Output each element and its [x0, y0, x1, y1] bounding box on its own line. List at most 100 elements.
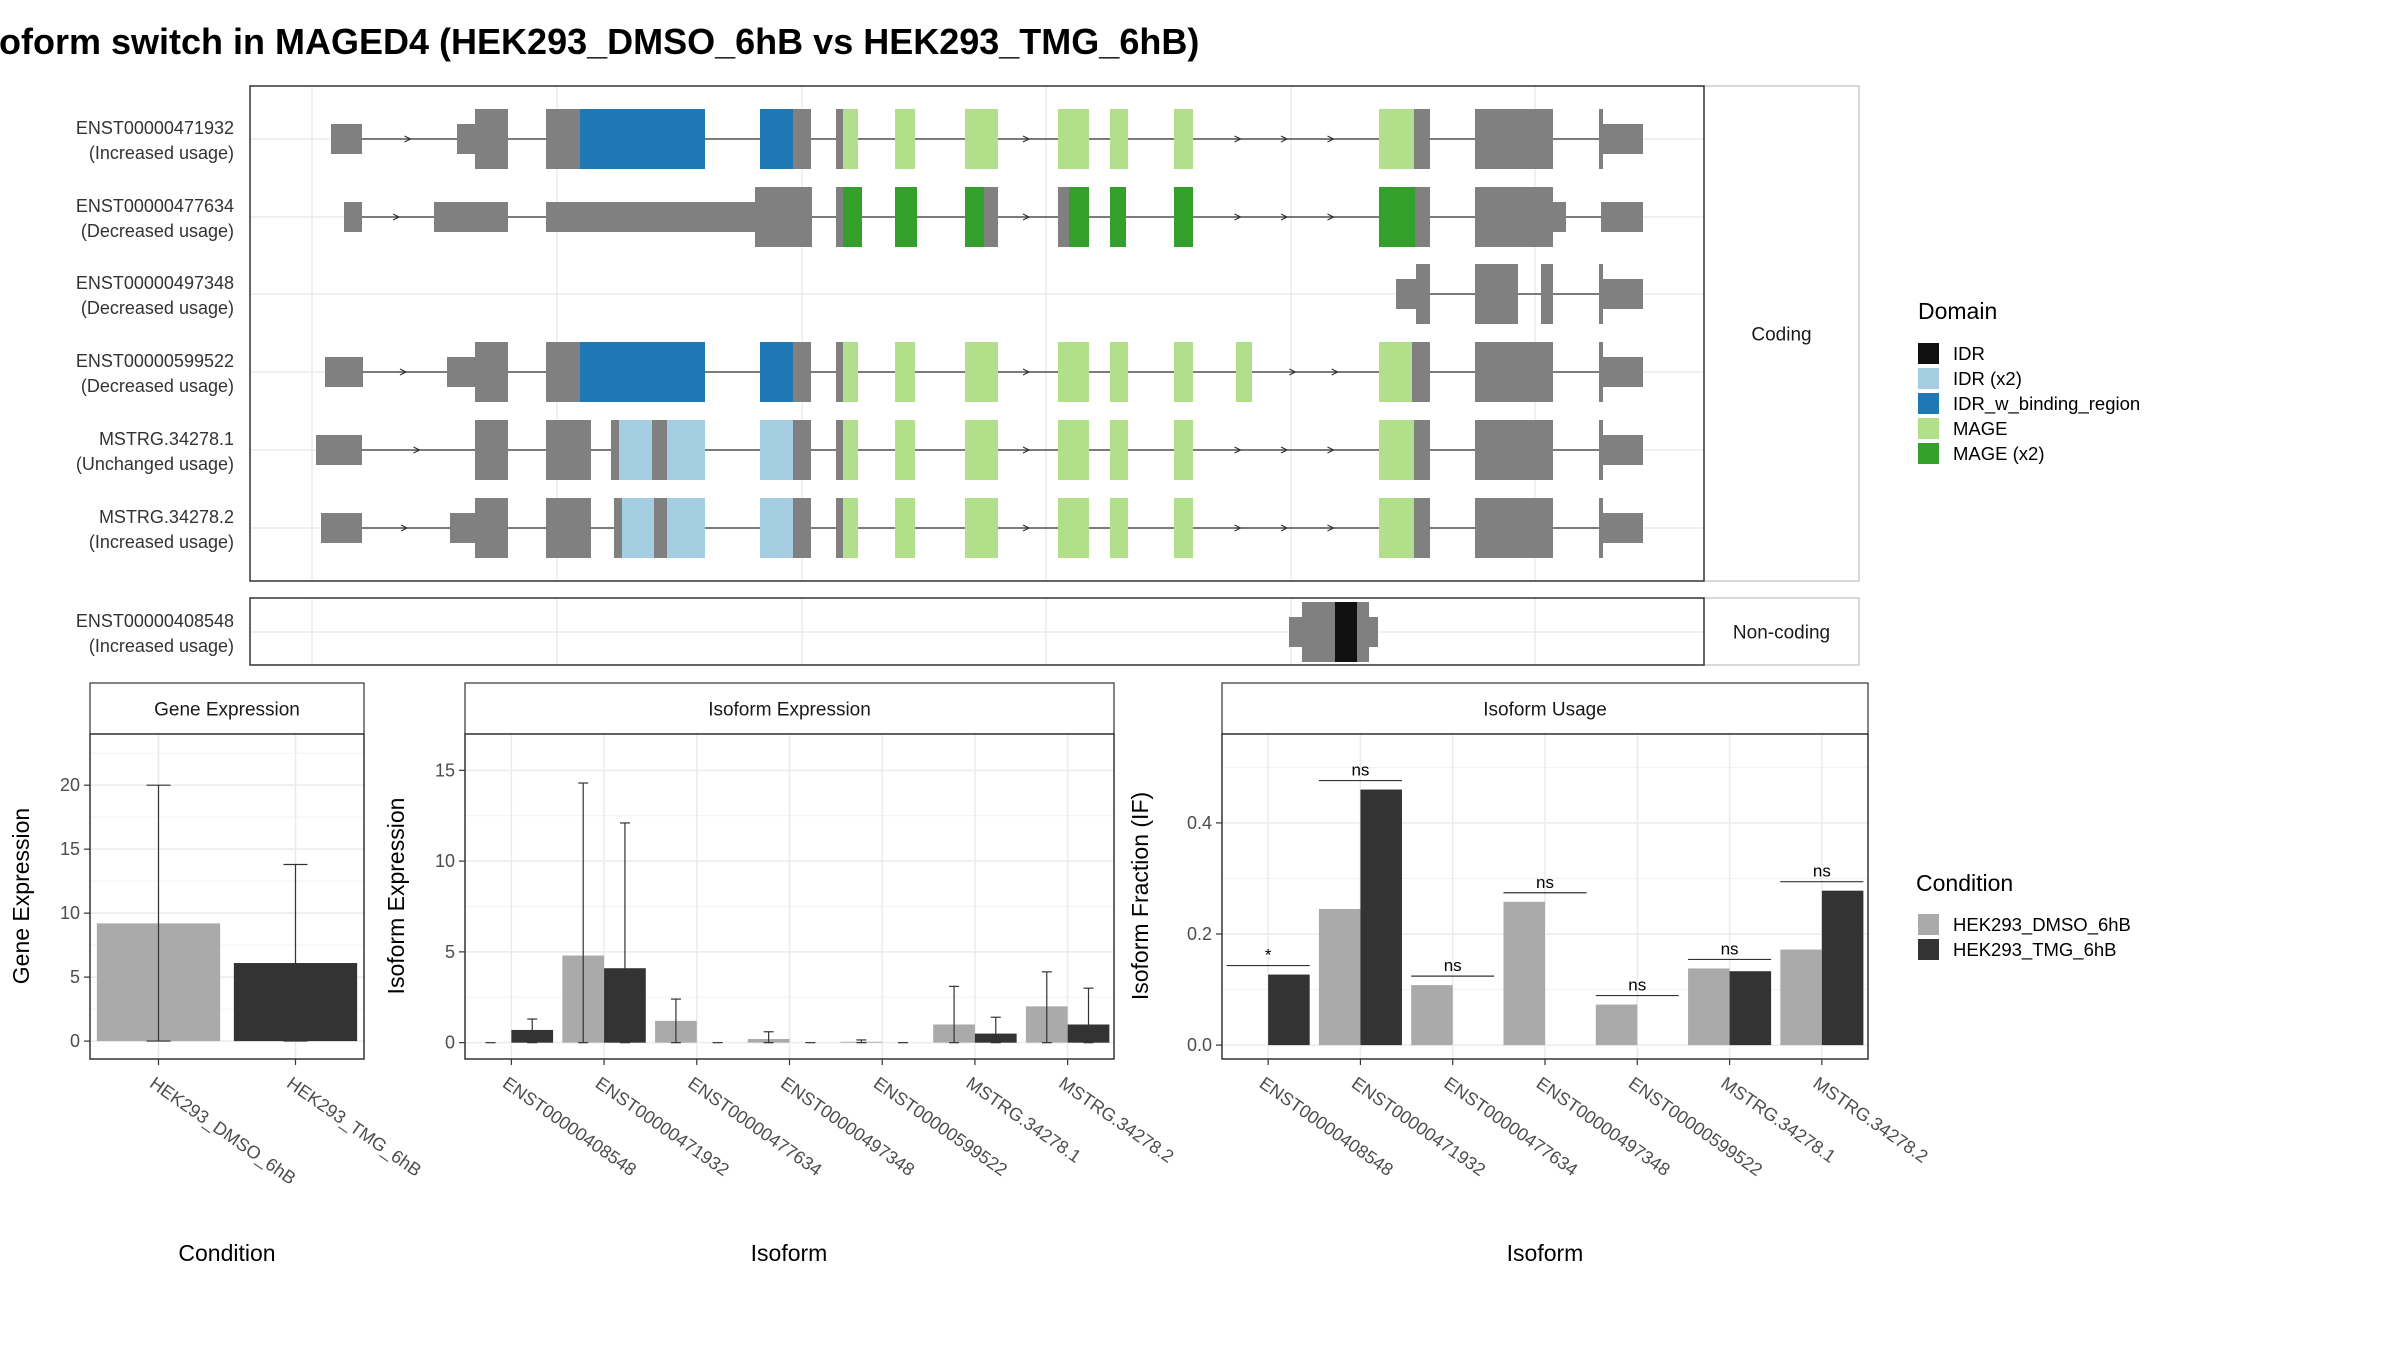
- exon-block: [325, 357, 363, 387]
- exon-block: [895, 498, 915, 558]
- exon-block: [1601, 202, 1643, 232]
- strand-arrow: [1022, 524, 1031, 532]
- legend-label: MAGE (x2): [1953, 443, 2044, 464]
- exon-block: [316, 435, 362, 465]
- significance-label: ns: [1813, 862, 1831, 881]
- exon-block: [1414, 109, 1430, 169]
- x-axis-title: Isoform: [751, 1240, 828, 1266]
- exon-block: [1058, 109, 1089, 169]
- y-axis-title: Isoform Expression: [383, 798, 409, 995]
- exon-block: [1603, 279, 1643, 309]
- exon-block: [580, 109, 705, 169]
- exon-block: [1475, 420, 1553, 480]
- exon-block: [475, 498, 508, 558]
- exon-block: [1414, 498, 1430, 558]
- bar: [1360, 789, 1402, 1046]
- legend-label: HEK293_TMG_6hB: [1953, 939, 2117, 961]
- exon-block: [895, 109, 915, 169]
- strand-arrow: [399, 368, 408, 376]
- exon-block: [1110, 342, 1128, 402]
- exon-block: [793, 342, 811, 402]
- y-axis-title: Isoform Fraction (IF): [1127, 792, 1153, 1000]
- exon-block: [760, 498, 793, 558]
- legend-label: IDR_w_binding_region: [1953, 393, 2140, 415]
- exon-block: [1379, 420, 1414, 480]
- y-tick-label: 15: [435, 760, 455, 780]
- exon-block: [1379, 187, 1415, 247]
- exon-block: [434, 202, 508, 232]
- exon-block: [614, 498, 622, 558]
- exon-block: [760, 342, 793, 402]
- legend-key: [1918, 418, 1939, 439]
- exon-block: [843, 420, 858, 480]
- bar: [1595, 1004, 1638, 1046]
- transcript-usage-label: (Decreased usage): [81, 221, 234, 241]
- structure-panel-border: [249, 597, 1705, 666]
- exon-block: [1174, 498, 1193, 558]
- transcript-usage-label: (Increased usage): [89, 532, 234, 552]
- exon-block: [652, 420, 667, 480]
- legend-key: [1918, 368, 1939, 389]
- transcript-usage-label: (Increased usage): [89, 143, 234, 163]
- exon-block: [836, 109, 843, 169]
- significance-label: ns: [1351, 761, 1369, 780]
- transcript-structure-panels: Coding Non-coding ENST00000471932 (Increase…: [76, 85, 1860, 666]
- exon-block: [895, 187, 917, 247]
- y-tick-label: 15: [60, 839, 80, 859]
- facet-strip: [89, 682, 365, 735]
- strand-arrow: [1331, 368, 1340, 376]
- y-axis-title: Gene Expression: [8, 808, 34, 984]
- strand-arrow: [404, 135, 412, 143]
- plot-border: [1221, 733, 1869, 1060]
- exon-block: [984, 187, 998, 247]
- isoform-usage-panel: Isoform Usage0.00.20.4*nsnsnsnsnsnsENST0…: [1127, 682, 1932, 1266]
- exon-block: [1603, 513, 1643, 543]
- exon-block: [457, 124, 475, 154]
- strand-arrow: [400, 524, 409, 532]
- exon-block: [1599, 498, 1603, 558]
- strand-arrow: [1022, 368, 1031, 376]
- exon-block: [1058, 342, 1089, 402]
- exon-block: [1553, 202, 1566, 232]
- exon-block: [1475, 264, 1518, 324]
- exon-block: [895, 420, 915, 480]
- exon-block: [1110, 109, 1128, 169]
- exon-block: [1396, 279, 1416, 309]
- structure-panel-border: [249, 85, 1705, 582]
- legend-key: [1918, 914, 1939, 935]
- exon-block: [475, 342, 508, 402]
- strand-arrow: [1234, 135, 1242, 143]
- strand-arrow: [1022, 446, 1031, 454]
- exon-block: [611, 420, 619, 480]
- panel-title: Isoform Expression: [708, 700, 871, 721]
- exon-block: [619, 420, 652, 480]
- exon-block: [450, 513, 475, 543]
- exon-block: [843, 342, 858, 402]
- exon-block: [836, 420, 843, 480]
- y-tick-label: 10: [435, 851, 455, 871]
- strand-arrow: [1280, 135, 1289, 143]
- strand-arrow: [1280, 524, 1289, 532]
- facet-strip-label: Non-coding: [1733, 623, 1830, 644]
- exon-block: [1302, 602, 1335, 662]
- transcript-usage-label: (Decreased usage): [81, 376, 234, 396]
- legend-key: [1918, 393, 1939, 414]
- exon-block: [1110, 498, 1128, 558]
- exon-block: [760, 109, 793, 169]
- exon-block: [622, 498, 654, 558]
- y-tick-label: 0.0: [1187, 1035, 1212, 1055]
- exon-block: [793, 498, 811, 558]
- strand-arrow: [1022, 213, 1031, 221]
- exon-block: [667, 420, 705, 480]
- exon-block: [1058, 420, 1089, 480]
- bar: [1821, 890, 1864, 1046]
- exon-block: [321, 513, 362, 543]
- exon-block: [1541, 264, 1553, 324]
- exon-block: [1110, 420, 1128, 480]
- significance-label: ns: [1536, 873, 1554, 892]
- domain-legend-title: Domain: [1918, 298, 1997, 324]
- bar: [1268, 974, 1310, 1046]
- exon-block: [793, 109, 811, 169]
- strand-arrow: [1234, 524, 1242, 532]
- y-tick-label: 0.2: [1187, 924, 1212, 944]
